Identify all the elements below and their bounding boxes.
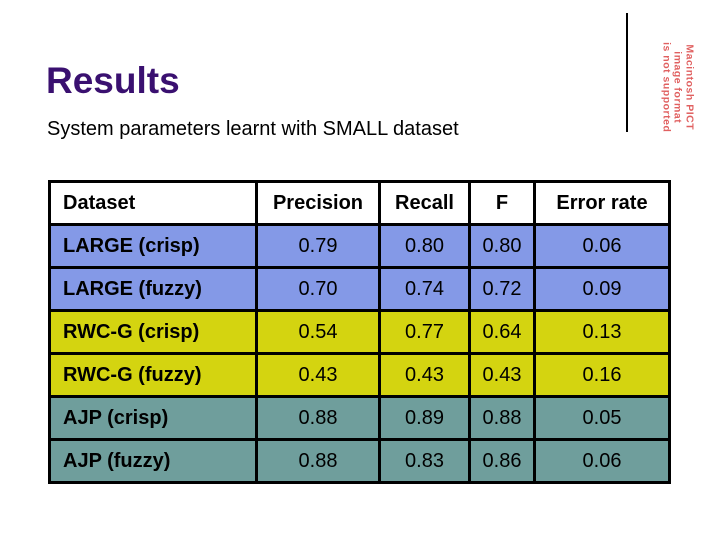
pict-placeholder-line: Macintosh PICT bbox=[683, 44, 696, 131]
cell-dataset: LARGE (fuzzy) bbox=[48, 266, 258, 312]
cell-dataset: LARGE (crisp) bbox=[48, 223, 258, 269]
cell-error-rate: 0.05 bbox=[533, 395, 671, 441]
slide-subtitle: System parameters learnt with SMALL data… bbox=[47, 118, 459, 140]
cell-f: 0.86 bbox=[468, 438, 536, 484]
table-header-row: Dataset Precision Recall F Error rate bbox=[48, 180, 671, 226]
divider-line bbox=[626, 13, 628, 132]
cell-error-rate: 0.06 bbox=[533, 438, 671, 484]
cell-precision: 0.88 bbox=[255, 395, 381, 441]
pict-placeholder-line: image format bbox=[671, 51, 684, 124]
results-table: Dataset Precision Recall F Error rate LA… bbox=[48, 180, 671, 484]
cell-recall: 0.77 bbox=[378, 309, 471, 355]
cell-f: 0.88 bbox=[468, 395, 536, 441]
cell-recall: 0.74 bbox=[378, 266, 471, 312]
cell-dataset: AJP (crisp) bbox=[48, 395, 258, 441]
column-header-f: F bbox=[468, 180, 536, 226]
cell-recall: 0.43 bbox=[378, 352, 471, 398]
cell-f: 0.72 bbox=[468, 266, 536, 312]
cell-error-rate: 0.06 bbox=[533, 223, 671, 269]
pict-placeholder-line: is not supported bbox=[660, 42, 673, 133]
cell-dataset: RWC-G (crisp) bbox=[48, 309, 258, 355]
column-header-error-rate: Error rate bbox=[533, 180, 671, 226]
cell-precision: 0.70 bbox=[255, 266, 381, 312]
cell-precision: 0.88 bbox=[255, 438, 381, 484]
cell-error-rate: 0.16 bbox=[533, 352, 671, 398]
cell-error-rate: 0.09 bbox=[533, 266, 671, 312]
table-row: LARGE (fuzzy) 0.70 0.74 0.72 0.09 bbox=[48, 266, 671, 312]
column-header-precision: Precision bbox=[255, 180, 381, 226]
column-header-recall: Recall bbox=[378, 180, 471, 226]
table-row: AJP (fuzzy) 0.88 0.83 0.86 0.06 bbox=[48, 438, 671, 484]
cell-error-rate: 0.13 bbox=[533, 309, 671, 355]
cell-f: 0.80 bbox=[468, 223, 536, 269]
table-row: LARGE (crisp) 0.79 0.80 0.80 0.06 bbox=[48, 223, 671, 269]
pict-placeholder-text: Macintosh PICT image format is not suppo… bbox=[660, 12, 695, 162]
cell-f: 0.64 bbox=[468, 309, 536, 355]
cell-recall: 0.89 bbox=[378, 395, 471, 441]
page-title: Results bbox=[46, 60, 180, 101]
cell-precision: 0.79 bbox=[255, 223, 381, 269]
cell-recall: 0.83 bbox=[378, 438, 471, 484]
column-header-dataset: Dataset bbox=[48, 180, 258, 226]
cell-dataset: RWC-G (fuzzy) bbox=[48, 352, 258, 398]
cell-precision: 0.54 bbox=[255, 309, 381, 355]
table-row: AJP (crisp) 0.88 0.89 0.88 0.05 bbox=[48, 395, 671, 441]
cell-recall: 0.80 bbox=[378, 223, 471, 269]
table-row: RWC-G (crisp) 0.54 0.77 0.64 0.13 bbox=[48, 309, 671, 355]
cell-precision: 0.43 bbox=[255, 352, 381, 398]
cell-f: 0.43 bbox=[468, 352, 536, 398]
table-row: RWC-G (fuzzy) 0.43 0.43 0.43 0.16 bbox=[48, 352, 671, 398]
cell-dataset: AJP (fuzzy) bbox=[48, 438, 258, 484]
